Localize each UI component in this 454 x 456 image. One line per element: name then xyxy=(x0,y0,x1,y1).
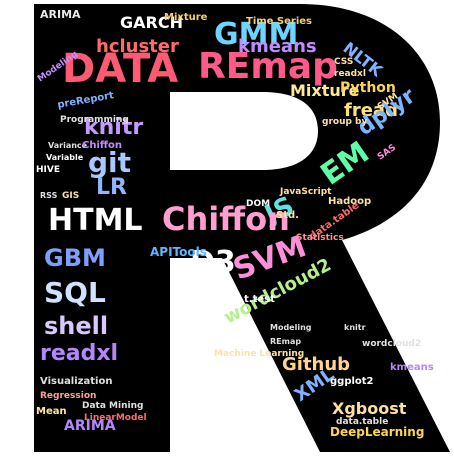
word-modeling: Modeling xyxy=(270,323,312,332)
word-programming: Programming xyxy=(60,115,129,125)
word-sql: SQL xyxy=(44,276,106,309)
word-arima: ARIMA xyxy=(64,418,116,434)
word-ggplot2: ggplot2 xyxy=(330,376,374,387)
word-kmeans: kmeans xyxy=(390,362,434,373)
word-hive: HIVE xyxy=(36,165,60,175)
word-statistics: Statistics xyxy=(296,233,344,243)
word-visualization: Visualization xyxy=(40,376,112,387)
word-gis: GIS xyxy=(62,191,79,201)
word-shell: shell xyxy=(44,312,108,340)
word-mixture: Mixture xyxy=(290,81,360,100)
word-gmm: GMM xyxy=(214,17,298,52)
word-apitools: APITools xyxy=(150,245,207,259)
letter-r-silhouette xyxy=(34,4,450,452)
word-knitr: knitr xyxy=(344,323,366,332)
word-readxl: readxl xyxy=(334,69,366,79)
word-css: CSS xyxy=(334,57,353,67)
word-data-mining: Data Mining xyxy=(82,401,143,411)
word-deeplearning: DeepLearning xyxy=(330,425,424,439)
word-chiffon: Chiffon xyxy=(162,200,290,238)
word-xgboost: Xgboost xyxy=(332,399,407,418)
word-garch: GARCH xyxy=(120,13,183,32)
word-readxl: readxl xyxy=(40,341,118,366)
word-time-series: Time Series xyxy=(246,16,312,27)
word-wordcloud2: wordcloud2 xyxy=(362,339,421,349)
word-data: DATA xyxy=(62,46,178,92)
word-remap: REmap xyxy=(198,46,338,87)
word-t-test: t.test xyxy=(244,294,275,305)
word-rss: RSS xyxy=(40,191,58,200)
word-mean: Mean xyxy=(36,406,67,417)
word-python: Python xyxy=(340,80,396,96)
word-machine-learning: Machine Learning xyxy=(214,349,304,359)
word-git: git xyxy=(88,146,131,179)
word-mixture: Mixture xyxy=(164,12,208,23)
word-variance: Variance xyxy=(48,141,88,150)
word-linearmodel: LinearModel xyxy=(84,413,147,423)
word-std-: Std. xyxy=(276,210,299,221)
word-html: HTML xyxy=(48,203,143,238)
word-group-by: group by xyxy=(322,117,367,127)
word-javascript: JavaScript xyxy=(279,187,332,197)
word-chiffon: Chiffon xyxy=(82,140,122,151)
word-arima: ARIMA xyxy=(40,8,81,21)
word-kmeans: kmeans xyxy=(238,36,317,57)
word-knitr: knitr xyxy=(84,115,143,140)
word-d3: D3 xyxy=(190,245,236,280)
word-fread: fread xyxy=(344,100,398,121)
word-variable: Variable xyxy=(46,153,84,162)
word-gbm: GBM xyxy=(44,244,106,272)
word-regression: Regression xyxy=(40,391,96,401)
word-dom: DOM xyxy=(246,199,270,209)
word-data-table: data.table xyxy=(336,417,388,427)
word-hcluster: hcluster xyxy=(96,36,179,57)
word-github: Github xyxy=(282,354,350,375)
word-hadoop: Hadoop xyxy=(328,196,371,207)
word-remap: REmap xyxy=(270,337,301,346)
word-lr: LR xyxy=(96,175,127,200)
